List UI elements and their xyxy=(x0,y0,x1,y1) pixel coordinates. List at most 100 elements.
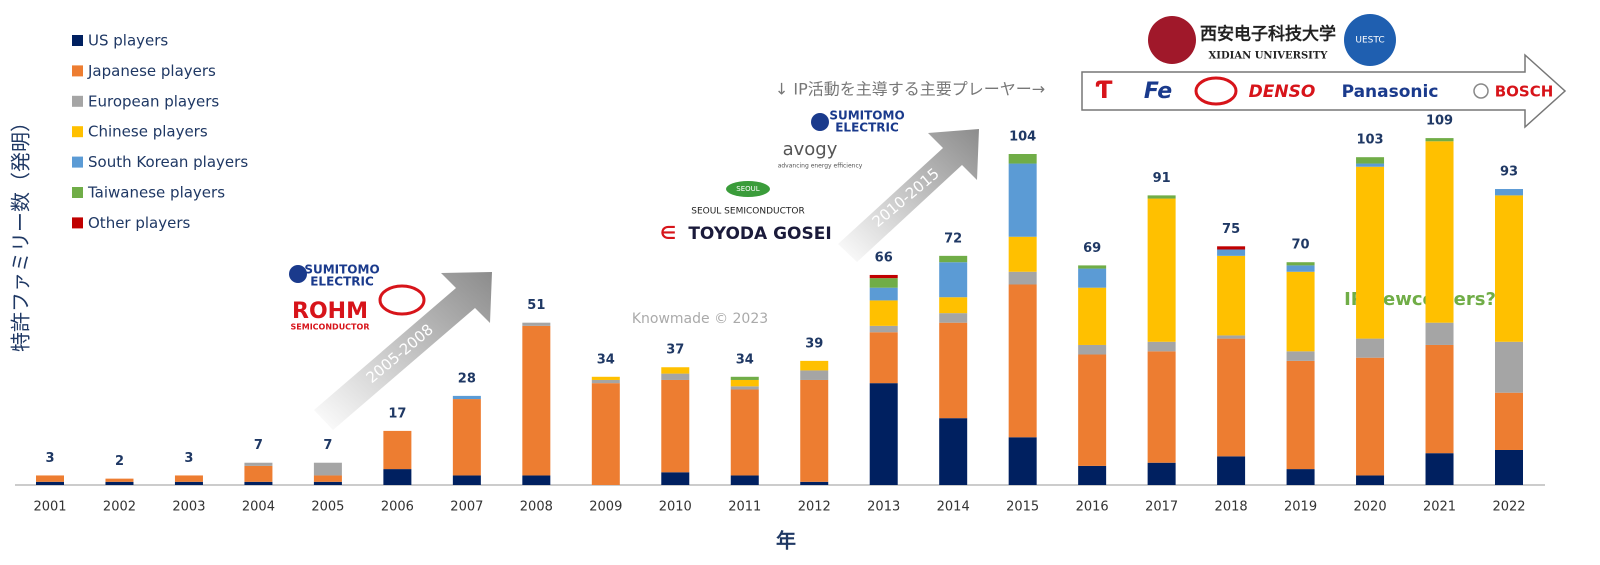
total-label: 70 xyxy=(1292,238,1310,253)
total-label: 91 xyxy=(1153,171,1171,186)
x-axis-label: 年 xyxy=(776,529,796,553)
arrow xyxy=(838,129,979,262)
bar-segment xyxy=(1425,344,1454,454)
bar-segment xyxy=(1078,287,1107,345)
bar-segment xyxy=(1356,475,1385,485)
x-tick-label: 2008 xyxy=(520,500,553,515)
bar-segment xyxy=(730,389,759,476)
bar-segment xyxy=(661,367,690,374)
bar-segment xyxy=(174,481,203,485)
bar-segment xyxy=(939,255,968,263)
legend-label: Japanese players xyxy=(87,62,216,80)
x-tick-label: 2020 xyxy=(1354,500,1387,515)
logo: SEOUL SEMICONDUCTOR xyxy=(691,207,805,217)
logo: SEOUL xyxy=(736,185,759,193)
logo: SUMITOMO xyxy=(829,109,904,123)
logo: Panasonic xyxy=(1342,82,1439,102)
bar-segment xyxy=(591,379,620,384)
bar-segment xyxy=(939,418,968,485)
bar-segment xyxy=(1495,195,1523,342)
logo-icon: Fe xyxy=(1144,79,1172,104)
total-label: 37 xyxy=(666,343,684,358)
bar-segment xyxy=(939,313,968,323)
bar-segment xyxy=(1217,249,1246,256)
total-label: 3 xyxy=(45,451,54,466)
bar-segment xyxy=(1495,392,1523,450)
y-axis-label: 特許ファミリー数（発明） xyxy=(9,112,33,352)
bar-segment xyxy=(1147,351,1176,463)
legend-label: Taiwanese players xyxy=(87,184,225,202)
bar-segment xyxy=(1147,462,1176,485)
bar-segment xyxy=(313,462,342,476)
x-tick-label: 2009 xyxy=(589,500,622,515)
total-label: 3 xyxy=(184,451,193,466)
x-tick-label: 2007 xyxy=(450,500,483,515)
bar-segment xyxy=(174,475,203,482)
total-label: 104 xyxy=(1009,130,1036,145)
bar-segment xyxy=(869,274,898,279)
bar-segment xyxy=(1008,236,1037,272)
bar-segment xyxy=(1425,453,1454,485)
logo-icon: ∈ xyxy=(660,223,676,244)
bar-segment xyxy=(1147,195,1176,199)
x-tick-label: 2021 xyxy=(1423,500,1456,515)
bar-segment xyxy=(1217,246,1246,250)
total-label: 103 xyxy=(1356,133,1383,148)
bar-segment xyxy=(522,325,551,476)
logo-icon xyxy=(1194,76,1238,106)
bar-segment xyxy=(730,376,759,380)
total-label: 72 xyxy=(944,231,962,246)
total-label: 75 xyxy=(1222,222,1240,237)
total-label: 2 xyxy=(115,454,124,469)
logo-icon xyxy=(289,265,307,283)
bar-segment xyxy=(591,383,620,485)
bar-segment xyxy=(1286,271,1315,352)
bar-segment xyxy=(1356,166,1385,339)
bar-segment xyxy=(244,465,273,482)
bar-segment xyxy=(800,370,829,380)
bar-segment xyxy=(591,376,620,380)
bar-segment xyxy=(36,481,64,485)
bar-segment xyxy=(1286,262,1315,266)
bar-segment xyxy=(1217,255,1246,336)
legend-swatch xyxy=(72,35,83,46)
legend-swatch xyxy=(72,95,83,107)
bar-segment xyxy=(1495,341,1523,393)
legend-label: South Korean players xyxy=(88,153,248,171)
logo: ROHM xyxy=(292,299,368,324)
logo: avogy xyxy=(783,139,838,160)
bar-segment xyxy=(244,462,273,466)
x-tick-label: 2005 xyxy=(311,500,344,515)
bar-segment xyxy=(1008,271,1037,285)
x-tick-label: 2016 xyxy=(1076,500,1109,515)
legend-label: Chinese players xyxy=(88,123,208,141)
total-label: 39 xyxy=(805,336,823,351)
bar-segment xyxy=(869,325,898,333)
bar-segment xyxy=(1356,163,1385,167)
bar-segment xyxy=(661,472,690,485)
logo-icon xyxy=(1344,14,1396,66)
bar-segment xyxy=(661,379,690,473)
logo-icon: Ƭ xyxy=(1096,76,1113,104)
x-tick-label: 2022 xyxy=(1492,500,1525,515)
bar-segment xyxy=(452,399,481,476)
bar-segment xyxy=(939,297,968,314)
legend-swatch xyxy=(72,187,83,198)
logo: SUMITOMO xyxy=(304,263,379,277)
logo: UESTC xyxy=(1355,36,1384,46)
x-tick-label: 2018 xyxy=(1215,500,1248,515)
legend-swatch xyxy=(72,156,83,168)
bar-segment xyxy=(800,360,829,371)
total-label: 34 xyxy=(597,352,615,367)
bar-segment xyxy=(1286,360,1315,470)
bar-segment xyxy=(1356,357,1385,476)
logo: advancing energy efficiency xyxy=(778,163,863,170)
logo: XIDIAN UNIVERSITY xyxy=(1209,51,1329,62)
bar-segment xyxy=(1217,335,1246,339)
legend-swatch xyxy=(72,65,83,77)
bar-segment xyxy=(800,481,829,485)
bar-segment xyxy=(939,322,968,419)
bar-segment xyxy=(1008,437,1037,485)
bar-segment xyxy=(313,481,342,485)
